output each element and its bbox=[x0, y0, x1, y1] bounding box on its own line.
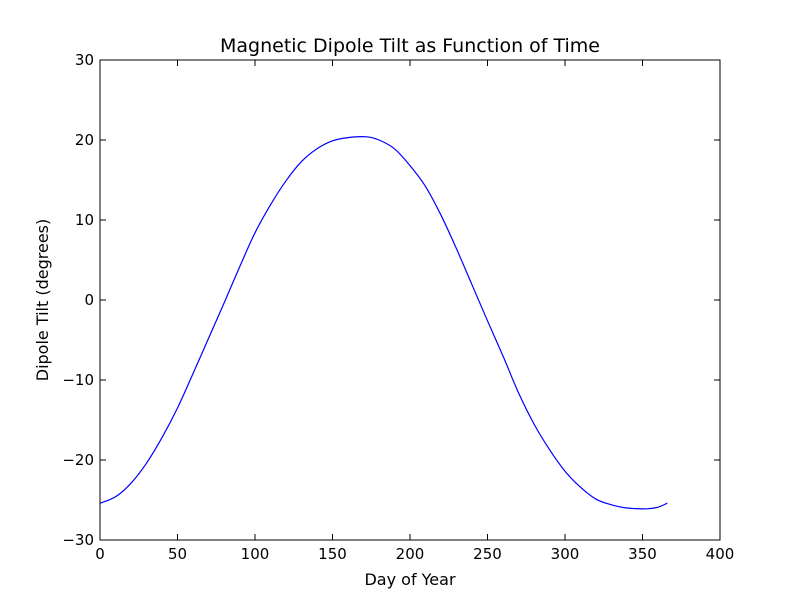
x-tick-label: 0 bbox=[95, 545, 105, 563]
y-tick-label: −10 bbox=[62, 371, 94, 389]
x-tick-label: 100 bbox=[241, 545, 270, 563]
y-tick-label: 30 bbox=[75, 51, 94, 69]
plot-lines bbox=[99, 136, 668, 510]
tick-labels: 0 50 100 150 200 250 300 350 400 −30 −20 −10 0 10 20 30 bbox=[62, 51, 734, 563]
y-tick-label: 20 bbox=[75, 131, 94, 149]
series-line-dipole-tilt bbox=[99, 136, 668, 510]
y-tick-label: 0 bbox=[84, 291, 94, 309]
x-axis-title: Day of Year bbox=[364, 570, 455, 589]
y-tick-label: −20 bbox=[62, 451, 94, 469]
x-tick-label: 350 bbox=[628, 545, 657, 563]
x-tick-label: 250 bbox=[473, 545, 502, 563]
x-tick-label: 300 bbox=[551, 545, 580, 563]
x-tick-label: 400 bbox=[706, 545, 735, 563]
plot-frame bbox=[99, 59, 721, 541]
x-tick-label: 150 bbox=[318, 545, 347, 563]
y-tick-label: −30 bbox=[62, 531, 94, 549]
tick-marks bbox=[99, 59, 721, 541]
x-tick-label: 50 bbox=[168, 545, 187, 563]
y-axis-title: Dipole Tilt (degrees) bbox=[33, 219, 52, 382]
x-tick-label: 200 bbox=[396, 545, 425, 563]
chart-title: Magnetic Dipole Tilt as Function of Time bbox=[220, 35, 600, 57]
y-tick-label: 10 bbox=[75, 211, 94, 229]
